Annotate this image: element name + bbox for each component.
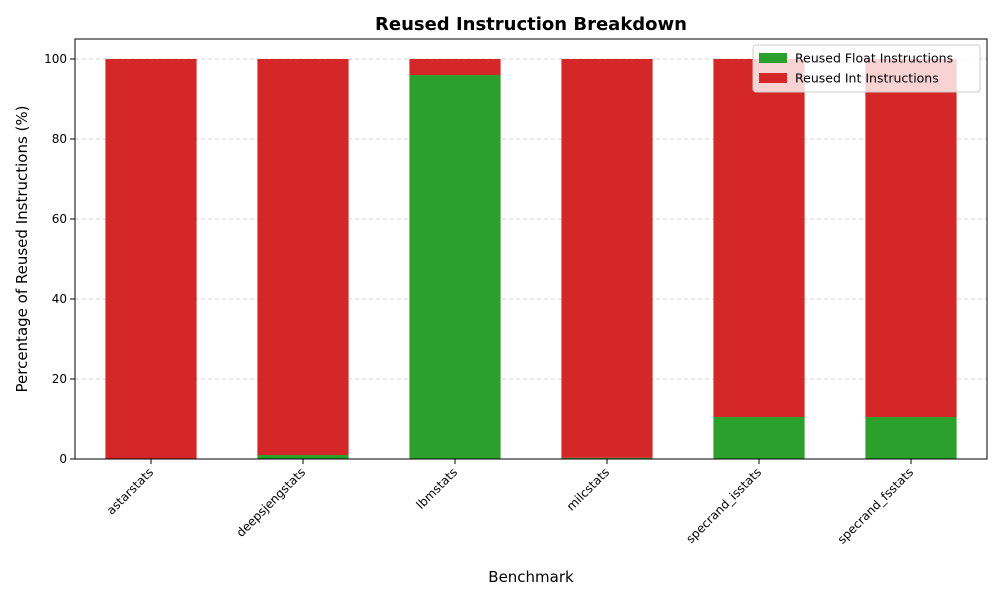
bar-int-specrand_fsstats xyxy=(865,59,957,417)
y-tick-label: 40 xyxy=(52,292,67,306)
plot-frame xyxy=(74,38,988,460)
y-tick-label: 100 xyxy=(44,52,67,66)
x-tick-label: milcstats xyxy=(564,465,612,513)
legend-box xyxy=(752,44,981,93)
bar-float-lbmstats xyxy=(409,75,501,459)
y-axis-ticks: 0 20 40 60 80 100 xyxy=(44,52,75,466)
bar-float-specrand_isstats xyxy=(713,417,805,459)
x-tick-label: specrand_fsstats xyxy=(835,465,916,546)
x-axis-title: Benchmark xyxy=(488,568,574,586)
y-tick-label: 0 xyxy=(59,452,67,466)
x-tick-label: deepsjengstats xyxy=(234,465,309,540)
bar-float-deepsjengstats xyxy=(257,455,349,459)
y-tick-label: 60 xyxy=(52,212,67,226)
x-tick-label: specrand_isstats xyxy=(683,465,764,546)
y-tick-label: 20 xyxy=(52,372,67,386)
bar-int-lbmstats xyxy=(409,59,501,75)
bar-int-astarstats xyxy=(105,59,197,459)
bar-int-deepsjengstats xyxy=(257,59,349,455)
legend: Reused Float Instructions Reused Int Inst… xyxy=(752,44,981,93)
legend-swatch xyxy=(759,53,787,63)
bar-float-specrand_fsstats xyxy=(865,417,957,459)
x-axis-ticks: astarstats deepsjengstats lbmstats milcstat… xyxy=(104,459,916,547)
legend-label: Reused Int Instructions xyxy=(795,71,939,86)
y-tick-label: 80 xyxy=(52,132,67,146)
bars xyxy=(105,59,957,459)
grid-lines xyxy=(75,58,987,380)
legend-label: Reused Float Instructions xyxy=(795,51,953,66)
bar-int-milcstats xyxy=(561,59,653,458)
bar-int-specrand_isstats xyxy=(713,59,805,417)
chart-title: Reused Instruction Breakdown xyxy=(375,14,687,35)
x-tick-label: lbmstats xyxy=(414,465,461,512)
bar-float-milcstats xyxy=(561,457,653,459)
legend-swatch xyxy=(759,73,787,83)
y-axis-title: Percentage of Reused Instructions (%) xyxy=(13,105,31,392)
x-tick-label: astarstats xyxy=(104,465,156,517)
